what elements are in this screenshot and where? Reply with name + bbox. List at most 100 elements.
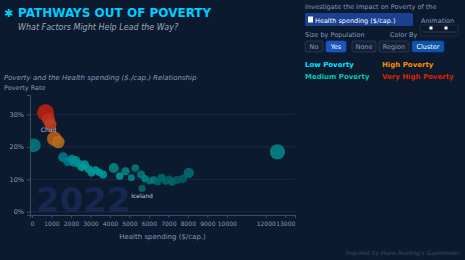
- annotation: Investigate the Impact on Poverty of the: [305, 3, 436, 11]
- point: [109, 163, 119, 173]
- annotation: Poverty and the Health spending ($./cap.…: [4, 74, 197, 82]
- x-tick-label: 9000: [200, 220, 215, 227]
- annotation: ✱: [4, 7, 13, 20]
- point-label: Iceland: [131, 192, 153, 199]
- dropdown: [305, 13, 413, 26]
- x-axis-line: [31, 216, 296, 219]
- x-tick: 12000: [257, 215, 276, 227]
- annotation: High Poverty: [382, 61, 434, 69]
- annotation: Animation: [421, 17, 454, 25]
- x-tick: 3000: [83, 215, 98, 227]
- button: [305, 41, 323, 52]
- y-tick-label: 0%: [14, 208, 24, 216]
- y-tick: 20%: [10, 143, 30, 151]
- annotation: Very High Poverty: [382, 73, 454, 81]
- x-tick-label: 12000: [257, 220, 276, 227]
- x-tick-mark: [71, 215, 72, 218]
- y-axis-title: Poverty Rate: [4, 84, 46, 92]
- points: [30, 104, 285, 192]
- grid-line: [30, 211, 295, 212]
- x-tick: 13000: [276, 215, 295, 227]
- x-tick: 10000: [218, 215, 237, 227]
- x-tick: 6000: [142, 215, 157, 227]
- point: [184, 168, 194, 178]
- background: [0, 0, 465, 260]
- x-tick-mark: [266, 215, 267, 218]
- y-tick-mark: [27, 212, 30, 213]
- grid-line: [30, 114, 295, 115]
- dropdown-icon: [308, 17, 313, 23]
- subtitle: What Factors Might Help Lead the Way?: [18, 23, 179, 32]
- y-tick-mark: [27, 147, 30, 148]
- x-tick: 9000: [200, 215, 215, 227]
- x-tick-label: 2000: [64, 220, 79, 227]
- annotation: Medium Poverty: [305, 73, 370, 81]
- annotation: Cluster: [416, 43, 439, 51]
- point: [138, 185, 145, 192]
- x-tick-label: 13000: [276, 220, 295, 227]
- x-tick-label: 6000: [142, 220, 157, 227]
- x-tick-mark: [227, 215, 228, 218]
- animation-box: [420, 25, 458, 36]
- annotation: Region: [383, 43, 405, 51]
- x-tick: 4000: [103, 215, 118, 227]
- x-tick-mark: [90, 215, 91, 218]
- point: [52, 136, 65, 149]
- animation-control: [430, 27, 433, 30]
- x-tick: 0: [31, 215, 35, 227]
- point: [128, 174, 135, 181]
- x-tick-label: 10000: [218, 220, 237, 227]
- point: [99, 170, 107, 178]
- annotation: No: [310, 43, 319, 51]
- button: [379, 41, 409, 52]
- grid-line: [30, 146, 295, 147]
- x-tick-mark: [207, 215, 208, 218]
- annotation: Size by Population: [305, 31, 365, 39]
- title: PATHWAYS OUT OF POVERTY: [18, 6, 212, 20]
- animation-control: [445, 27, 448, 30]
- x-tick-mark: [32, 215, 33, 218]
- x-tick-label: 5000: [122, 220, 137, 227]
- x-tick-label: 8000: [181, 220, 196, 227]
- x-tick-mark: [51, 215, 52, 218]
- point: [131, 164, 139, 172]
- point: [121, 167, 129, 175]
- grid: [30, 114, 295, 211]
- annotation: Health spending ($/cap.): [315, 17, 395, 25]
- x-tick-mark: [168, 215, 169, 218]
- x-tick-mark: [129, 215, 130, 218]
- x-tick: 5000: [122, 215, 137, 227]
- chart: 20220 1000 2000 3000 4000 5000 6000 7000 8000 900…: [0, 0, 465, 260]
- annotation: 2022: [36, 180, 131, 220]
- annotation: None: [356, 43, 373, 51]
- animation-track: [422, 32, 456, 33]
- x-tick-label: 7000: [161, 220, 176, 227]
- annotation: Inspired by Hans Rosling's Gapminder: [346, 249, 461, 257]
- annotation: Yes: [330, 43, 342, 51]
- button: [412, 41, 444, 52]
- y-tick-label: 30%: [10, 111, 24, 119]
- x-tick-mark: [285, 215, 286, 218]
- point-labels: Chad Iceland: [41, 126, 153, 199]
- x-tick-mark: [110, 215, 111, 218]
- decorations: 2022: [36, 13, 458, 220]
- y-axis: 0% 10% 20% 30%: [10, 96, 31, 217]
- y-tick-label: 10%: [10, 176, 24, 184]
- button: [352, 41, 376, 52]
- y-tick: 10%: [10, 176, 30, 184]
- x-tick: 2000: [64, 215, 79, 227]
- y-axis-line: [27, 96, 31, 216]
- point: [270, 144, 285, 159]
- y-tick: 30%: [10, 111, 30, 119]
- y-tick-label: 20%: [10, 143, 24, 151]
- y-tick-mark: [27, 179, 30, 180]
- x-tick-label: 0: [31, 220, 35, 227]
- x-tick-label: 3000: [83, 220, 98, 227]
- x-tick: 8000: [181, 215, 196, 227]
- x-tick-mark: [188, 215, 189, 218]
- point: [30, 138, 41, 152]
- x-tick: 1000: [44, 215, 59, 227]
- point-label: Chad: [41, 126, 57, 133]
- button: [326, 41, 346, 52]
- y-tick: 0%: [14, 208, 30, 216]
